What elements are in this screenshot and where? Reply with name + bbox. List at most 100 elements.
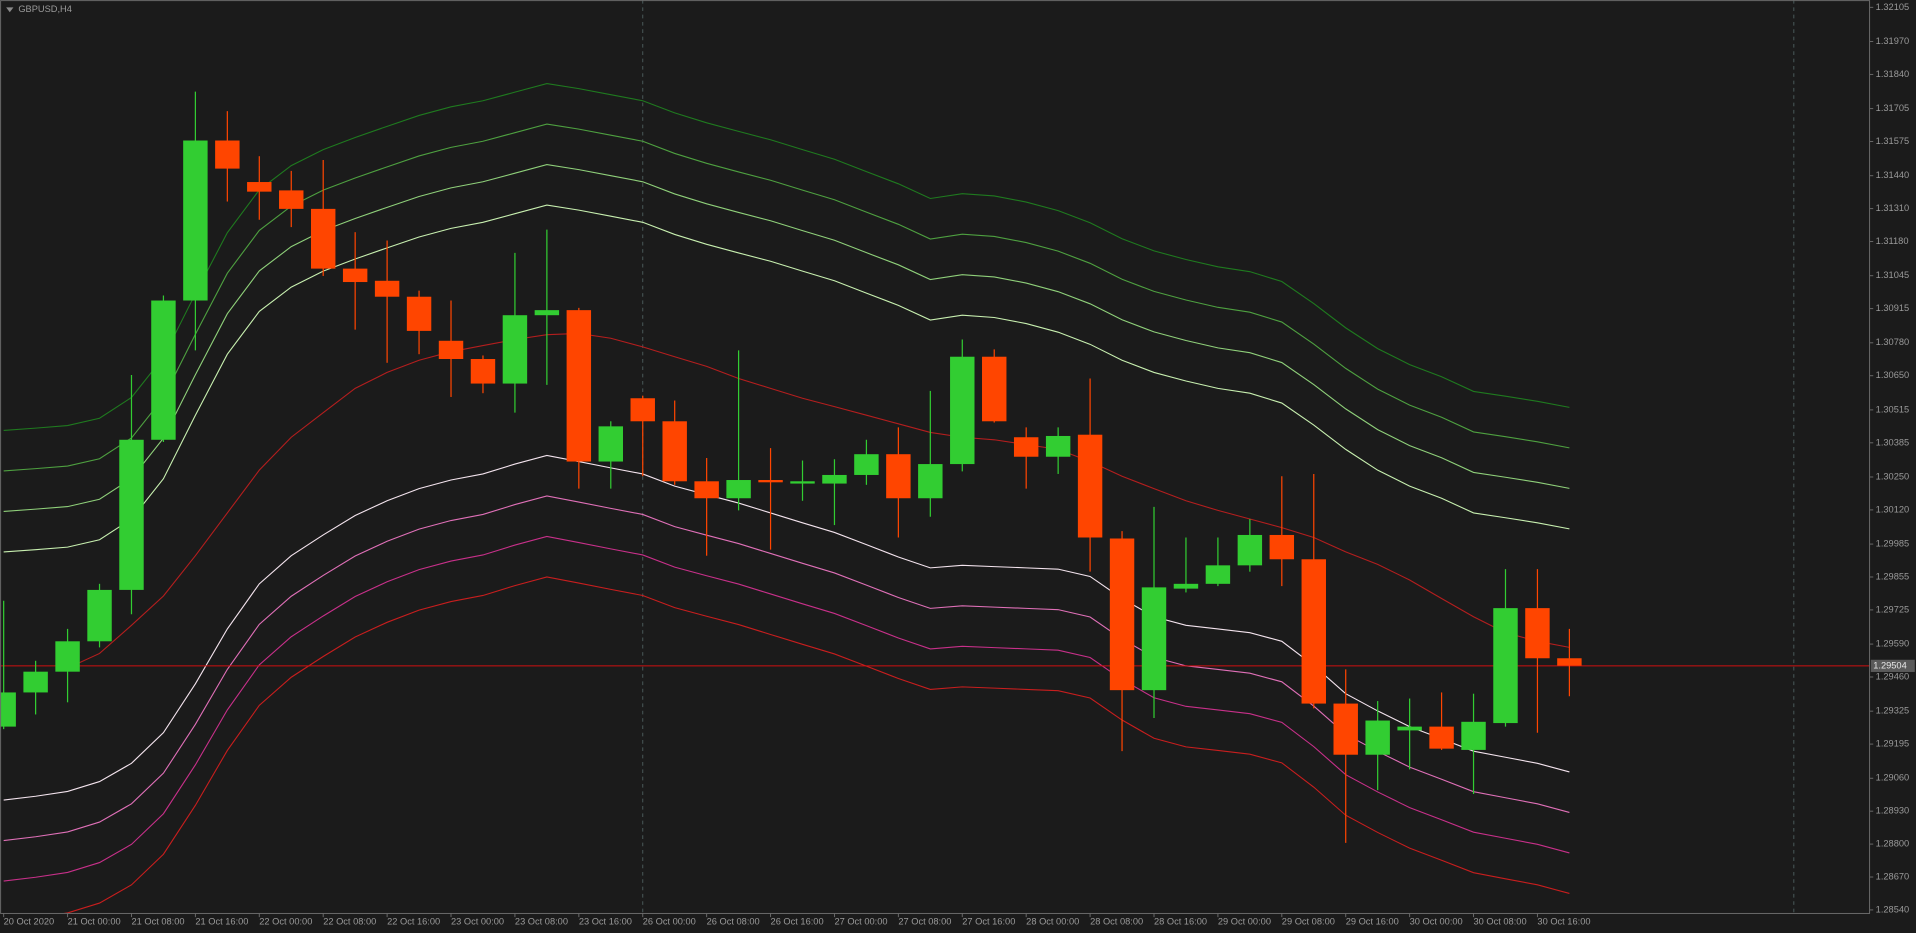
- candle-body: [1269, 534, 1295, 560]
- indicator-line: [60, 576, 1570, 914]
- x-tick-label: 23 Oct 08:00: [515, 916, 568, 926]
- x-tick-label: 27 Oct 16:00: [962, 916, 1015, 926]
- candle-body: [1557, 658, 1582, 666]
- y-tick-label: 1.30385: [1876, 437, 1910, 447]
- x-tick-label: 23 Oct 00:00: [451, 916, 504, 926]
- candle-body: [55, 641, 80, 672]
- candle-body: [854, 454, 879, 475]
- y-tick-label: 1.31840: [1876, 69, 1910, 79]
- y-tick-label: 1.29855: [1876, 571, 1910, 581]
- y-tick-label: 1.30915: [1876, 303, 1910, 313]
- y-tick-label: 1.31310: [1876, 203, 1910, 213]
- y-tick-label: 1.30120: [1876, 504, 1910, 514]
- x-tick-label: 28 Oct 00:00: [1026, 916, 1079, 926]
- x-tick-label: 30 Oct 16:00: [1537, 916, 1590, 926]
- candle-body: [247, 182, 272, 192]
- y-tick-label: 1.31970: [1876, 36, 1910, 46]
- y-tick-label: 1.31440: [1876, 170, 1910, 180]
- y-tick-label: 1.31180: [1876, 236, 1909, 246]
- indicator-line: [3, 204, 1570, 553]
- y-tick-label: 1.31575: [1876, 136, 1910, 146]
- bid-label: 1.29504: [1873, 660, 1907, 670]
- x-tick-label: 23 Oct 16:00: [579, 916, 632, 926]
- y-tick-label: 1.32105: [1876, 2, 1910, 12]
- candle-body: [694, 481, 719, 499]
- candle-body: [950, 356, 975, 465]
- candle-body: [1525, 608, 1550, 659]
- candle-body: [662, 421, 687, 482]
- indicator-line: [3, 123, 1570, 472]
- x-tick-label: 20 Oct 2020: [4, 916, 54, 926]
- x-tick-label: 22 Oct 00:00: [259, 916, 312, 926]
- candle-body: [1109, 538, 1135, 691]
- candle-body: [822, 474, 847, 484]
- candle-body: [1429, 726, 1454, 749]
- x-tick-label: 21 Oct 16:00: [195, 916, 248, 926]
- x-tick-label: 26 Oct 08:00: [707, 916, 760, 926]
- candle-body: [183, 140, 208, 301]
- x-tick-label: 30 Oct 00:00: [1410, 916, 1463, 926]
- candle-body: [758, 480, 783, 483]
- y-tick-label: 1.28540: [1876, 904, 1910, 914]
- candle-body: [1301, 559, 1326, 704]
- indicator-line: [3, 535, 1570, 882]
- x-tick-label: 21 Oct 00:00: [68, 916, 121, 926]
- candles: [0, 91, 1582, 843]
- y-tick-label: 1.28800: [1876, 839, 1910, 849]
- candle-body: [1077, 434, 1103, 538]
- y-tick-label: 1.29985: [1876, 539, 1910, 549]
- y-tick-label: 1.30650: [1876, 370, 1910, 380]
- candle-body: [1333, 703, 1358, 755]
- y-tick-label: 1.31705: [1876, 103, 1910, 113]
- indicator-line: [67, 332, 1570, 669]
- candle-body: [374, 280, 400, 297]
- candle-body: [470, 359, 496, 384]
- candle-body: [342, 268, 368, 283]
- candle-body: [0, 692, 16, 727]
- candle-body: [1141, 587, 1167, 691]
- y-tick-label: 1.28670: [1876, 871, 1910, 881]
- x-tick-label: 27 Oct 00:00: [834, 916, 887, 926]
- candle-body: [534, 310, 560, 316]
- plot-frame: [0, 0, 1871, 914]
- candle-body: [1461, 721, 1486, 750]
- y-tick-label: 1.29460: [1876, 671, 1910, 681]
- candle-body: [1397, 726, 1422, 731]
- candle-body: [1045, 435, 1071, 457]
- candle-body: [310, 208, 336, 269]
- y-tick-label: 1.30515: [1876, 404, 1910, 414]
- x-tick-label: 22 Oct 08:00: [323, 916, 376, 926]
- candle-body: [886, 454, 911, 499]
- candle-body: [23, 671, 48, 693]
- candle-body: [630, 398, 655, 422]
- candle-body: [982, 356, 1007, 422]
- x-tick-label: 30 Oct 08:00: [1474, 916, 1527, 926]
- indicator-line: [3, 164, 1570, 512]
- y-tick-label: 1.29590: [1876, 639, 1910, 649]
- candle-body: [119, 439, 144, 590]
- candle-body: [502, 315, 528, 384]
- candle-body: [151, 300, 176, 440]
- menu-icon[interactable]: [6, 7, 14, 13]
- x-tick-label: 29 Oct 16:00: [1346, 916, 1399, 926]
- x-tick-label: 29 Oct 08:00: [1282, 916, 1335, 926]
- candle-body: [726, 480, 751, 499]
- y-tick-label: 1.29325: [1876, 706, 1910, 716]
- y-tick-label: 1.29725: [1876, 604, 1910, 614]
- chart-title: GBPUSD,H4: [18, 4, 72, 14]
- candle-body: [1013, 437, 1039, 457]
- y-tick-label: 1.31045: [1876, 270, 1910, 280]
- x-tick-label: 22 Oct 16:00: [387, 916, 440, 926]
- x-tick-label: 29 Oct 00:00: [1218, 916, 1271, 926]
- x-tick-label: 27 Oct 08:00: [898, 916, 951, 926]
- candle-body: [279, 190, 304, 209]
- axes: 1.32105 1.31970 1.31840 1.31705 1.31575 1.314…: [3, 2, 1915, 926]
- candle-body: [1237, 534, 1263, 566]
- candle-body: [1365, 720, 1390, 755]
- x-tick-label: 26 Oct 00:00: [643, 916, 696, 926]
- y-tick-label: 1.29195: [1876, 739, 1910, 749]
- y-tick-label: 1.28930: [1876, 806, 1910, 816]
- x-tick-label: 26 Oct 16:00: [771, 916, 824, 926]
